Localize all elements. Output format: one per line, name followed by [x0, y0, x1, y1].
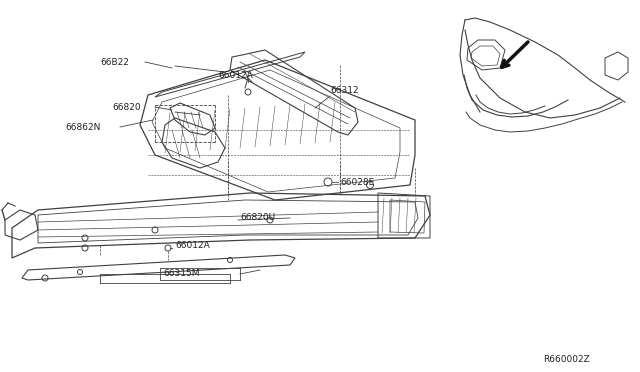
Text: 66312: 66312	[330, 86, 358, 94]
Text: 66315M: 66315M	[163, 269, 200, 279]
Text: 66028E: 66028E	[340, 177, 374, 186]
Text: 66820U: 66820U	[240, 212, 275, 221]
Text: 66012A: 66012A	[175, 241, 210, 250]
Text: 66862N: 66862N	[65, 122, 100, 131]
Text: 66820: 66820	[112, 103, 141, 112]
Text: 66B22: 66B22	[100, 58, 129, 67]
Text: 66012A: 66012A	[218, 71, 253, 80]
Text: R660002Z: R660002Z	[543, 356, 590, 365]
